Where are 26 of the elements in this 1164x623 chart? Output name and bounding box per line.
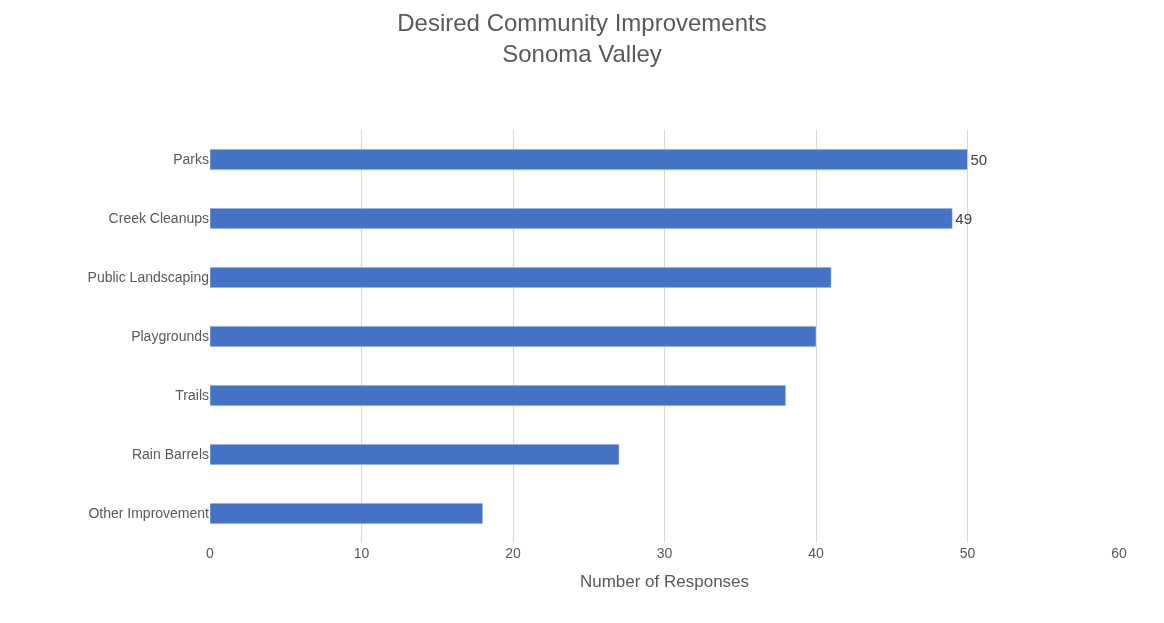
y-tick-label: Other Improvement <box>88 505 210 522</box>
y-tick-label: Rain Barrels <box>131 446 209 463</box>
data-label: 50 <box>970 151 988 169</box>
x-tick-label: 10 <box>353 545 370 561</box>
bar <box>210 148 968 171</box>
y-tick-label: Creek Cleanups <box>108 210 209 227</box>
bar <box>210 443 620 466</box>
x-tick-label: 60 <box>1111 545 1127 561</box>
data-label: 49 <box>955 210 973 227</box>
chart-title: Desired Community Improvements <box>397 9 767 37</box>
bar <box>210 502 483 525</box>
bar <box>210 325 817 348</box>
y-tick-label: Playgrounds <box>131 328 209 345</box>
x-tick-label: 0 <box>206 545 215 561</box>
y-tick-label: Public Landscaping <box>87 269 209 286</box>
x-tick-label: 50 <box>959 545 976 561</box>
x-tick-label: 40 <box>808 545 824 561</box>
chart-subtitle: Sonoma Valley <box>502 40 662 68</box>
bar <box>210 384 786 407</box>
x-tick-label: 20 <box>505 545 521 561</box>
x-tick-label: 30 <box>656 545 673 561</box>
y-tick-label: Parks <box>173 151 209 168</box>
bar <box>210 266 832 289</box>
bar <box>210 207 953 230</box>
x-axis-title: Number of Responses <box>579 572 750 592</box>
y-tick-label: Trails <box>175 387 209 404</box>
